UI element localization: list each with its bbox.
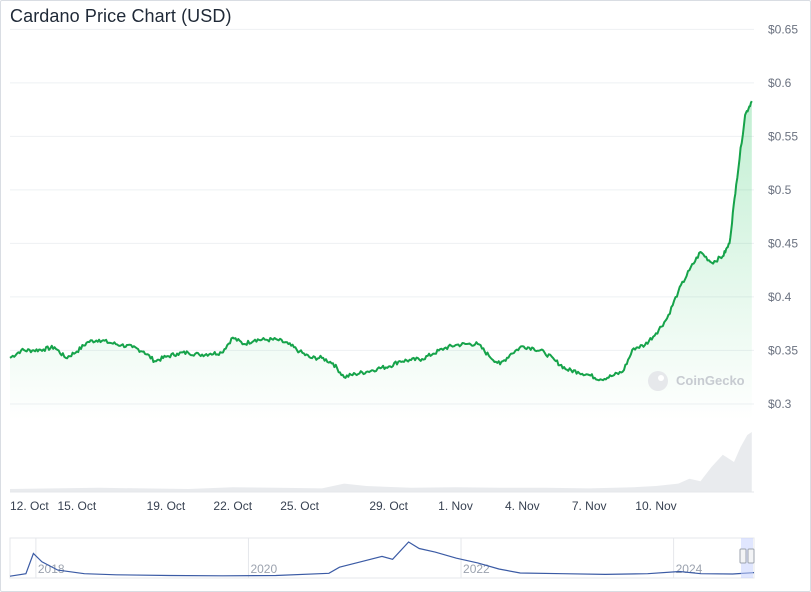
price-area bbox=[10, 101, 752, 420]
x-tick-label: 10. Nov bbox=[635, 499, 676, 513]
grid-lines bbox=[10, 28, 754, 405]
chart-title: Cardano Price Chart (USD) bbox=[10, 6, 232, 26]
navigator-year-label: 2024 bbox=[676, 562, 703, 576]
navigator-year-label: 2018 bbox=[38, 562, 65, 576]
y-tick-label: $0.3 bbox=[768, 397, 792, 411]
x-axis: 12. Oct 15. Oct 19. Oct 22. Oct 25. Oct 29. O… bbox=[10, 491, 754, 513]
x-tick-label: 7. Nov bbox=[572, 499, 607, 513]
y-axis: $0.3 $0.35 $0.4 $0.45 $0.5 $0.55 $0.6 $0.65 bbox=[768, 22, 798, 411]
watermark-text: CoinGecko bbox=[676, 373, 745, 388]
navigator-year-label: 2020 bbox=[250, 562, 277, 576]
x-tick-label: 4. Nov bbox=[505, 499, 540, 513]
navigator-selection[interactable] bbox=[741, 538, 753, 578]
x-tick-label: 29. Oct bbox=[369, 499, 408, 513]
y-tick-label: $0.4 bbox=[768, 290, 792, 304]
coingecko-logo-eye bbox=[658, 375, 664, 381]
navigator-series-line bbox=[9, 541, 755, 577]
y-tick-label: $0.55 bbox=[768, 129, 798, 143]
price-line bbox=[9, 100, 753, 382]
navigator-handle[interactable] bbox=[747, 548, 755, 564]
x-tick-label: 1. Nov bbox=[438, 499, 473, 513]
x-tick-label: 25. Oct bbox=[280, 499, 319, 513]
x-tick-label: 19. Oct bbox=[147, 499, 186, 513]
volume-shape bbox=[10, 432, 752, 492]
range-navigator[interactable]: 2018 2020 2022 2024 bbox=[9, 537, 755, 579]
price-area-fill bbox=[10, 101, 752, 420]
y-tick-label: $0.45 bbox=[768, 236, 798, 250]
x-tick-label: 15. Oct bbox=[57, 499, 96, 513]
coingecko-logo-icon bbox=[648, 371, 668, 391]
navigator-handle[interactable] bbox=[739, 548, 747, 564]
y-tick-label: $0.65 bbox=[768, 22, 798, 36]
coingecko-watermark: CoinGecko bbox=[648, 371, 745, 391]
navigator-year-label: 2022 bbox=[463, 562, 490, 576]
y-tick-label: $0.5 bbox=[768, 183, 792, 197]
x-tick-label: 12. Oct bbox=[10, 499, 49, 513]
navigator-background bbox=[9, 537, 755, 579]
volume-area bbox=[10, 432, 752, 492]
price-series-line bbox=[9, 100, 753, 382]
x-tick-label: 22. Oct bbox=[213, 499, 252, 513]
y-tick-label: $0.35 bbox=[768, 343, 798, 357]
y-tick-label: $0.6 bbox=[768, 76, 792, 90]
